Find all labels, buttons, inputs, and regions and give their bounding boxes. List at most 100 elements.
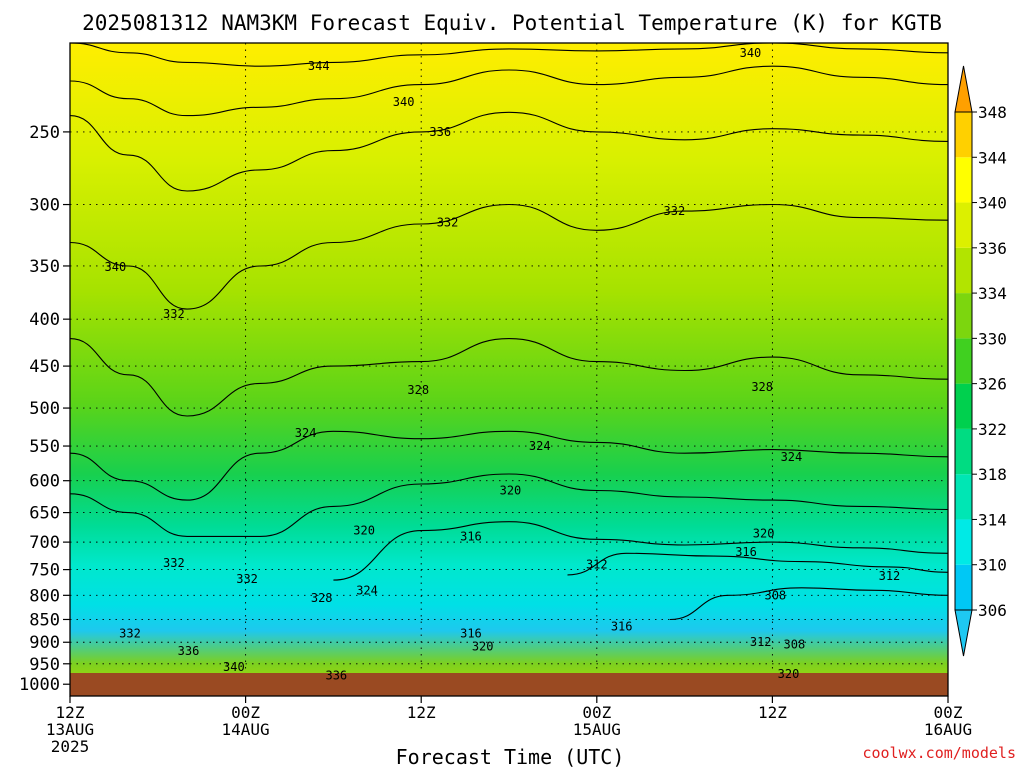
y-tick-label: 250	[29, 123, 60, 143]
contour-label: 312	[879, 569, 901, 583]
contour-label: 316	[735, 545, 757, 559]
colorbar-label: 336	[978, 239, 1007, 258]
contour-label: 324	[781, 450, 803, 464]
contour-label: 332	[236, 572, 258, 586]
colorbar: 306 310 314 318 322 326 330 334 336 340 344 348	[954, 65, 1007, 657]
y-tick-label: 650	[29, 504, 60, 524]
colorbar-segment	[955, 519, 972, 565]
isotherm-328	[70, 338, 948, 417]
colorbar-segment	[955, 247, 972, 294]
y-tick-label: 900	[29, 633, 60, 653]
y-tick-label: 750	[29, 561, 60, 581]
contour-label: 332	[163, 556, 185, 570]
colorbar-label: 318	[978, 465, 1007, 484]
contour-label: 320	[778, 667, 800, 681]
x-tick-label: 16AUG	[924, 720, 972, 739]
contour-labels: 344 340 340 336 332 332 340 332 328 328 324 324 324 3…	[105, 46, 901, 683]
colorbar-label: 310	[978, 556, 1007, 575]
contour-label: 316	[460, 529, 482, 543]
colorbar-label: 322	[978, 420, 1007, 439]
contour-label: 320	[753, 526, 775, 540]
isotherm-320	[70, 473, 948, 537]
colorbar-label: 314	[978, 510, 1007, 529]
contour-label: 332	[437, 216, 459, 230]
colorbar-segment	[955, 383, 972, 429]
isotherm-324	[70, 430, 948, 501]
y-tick-label: 950	[29, 655, 60, 675]
contour-label: 336	[429, 125, 451, 139]
x-tick-label: 15AUG	[573, 720, 621, 739]
y-tick-label: 800	[29, 586, 60, 606]
y-axis: 250 300 350 400 450 500 550 600 650 700 750 800 850 9…	[19, 123, 70, 695]
contour-label: 308	[784, 637, 806, 651]
ground-layer	[70, 673, 948, 696]
x-tick-label: 12Z	[758, 703, 787, 722]
chart-title: 2025081312 NAM3KM Forecast Equiv. Potent…	[82, 11, 942, 35]
colorbar-label: 348	[978, 103, 1007, 122]
contour-label: 328	[311, 591, 333, 605]
contour-label: 316	[611, 619, 633, 633]
x-tick-label: 13AUG	[46, 720, 94, 739]
colorbar-frame	[954, 111, 973, 611]
colorbar-segment	[955, 293, 972, 339]
contour-label: 328	[407, 383, 429, 397]
credit-text: coolwx.com/models	[862, 744, 1016, 762]
y-tick-label: 550	[29, 437, 60, 457]
x-tick-label: 14AUG	[222, 720, 270, 739]
contour-label: 340	[223, 660, 245, 674]
isotherm-332	[70, 203, 948, 310]
contour-label: 340	[393, 95, 415, 109]
contour-label: 320	[472, 640, 494, 654]
colorbar-segment	[955, 474, 972, 520]
contour-label: 336	[178, 644, 200, 658]
contour-label: 320	[353, 524, 375, 538]
y-tick-label: 600	[29, 472, 60, 492]
grid-lines	[70, 43, 948, 696]
colorbar-segment	[955, 338, 972, 384]
colorbar-label: 340	[978, 194, 1007, 213]
x-tick-label: 12Z	[407, 703, 436, 722]
isotherm-308	[669, 587, 948, 621]
contour-label: 340	[740, 46, 762, 60]
contour-label: 332	[163, 307, 185, 321]
y-tick-label: 300	[29, 196, 60, 216]
x-tick-label: 12Z	[56, 703, 85, 722]
y-tick-label: 850	[29, 610, 60, 630]
plot-frame	[69, 42, 949, 697]
colorbar-segment	[955, 112, 972, 158]
contour-label: 328	[751, 380, 773, 394]
x-tick-label: 00Z	[231, 703, 260, 722]
plot-field	[70, 43, 948, 696]
contour-label: 312	[750, 635, 772, 649]
contour-label: 332	[119, 626, 141, 640]
y-tick-label: 400	[29, 310, 60, 330]
x-tick-label: 2025	[51, 737, 90, 756]
colorbar-segment	[955, 564, 972, 610]
y-tick-label: 1000	[19, 675, 60, 695]
colorbar-label: 330	[978, 329, 1007, 348]
isotherm-340	[70, 65, 948, 117]
colorbar-label: 326	[978, 375, 1007, 394]
x-tick-label: 00Z	[934, 703, 963, 722]
contour-label: 320	[500, 484, 522, 498]
y-tick-label: 450	[29, 357, 60, 377]
contour-label: 324	[356, 583, 378, 597]
contour-label: 312	[586, 557, 608, 571]
isotherm-lines	[70, 43, 948, 621]
y-tick-label: 500	[29, 399, 60, 419]
contour-label: 340	[105, 260, 127, 274]
isotherm-312	[567, 552, 948, 576]
colorbar-max-arrow	[954, 65, 973, 113]
contour-label: 324	[529, 439, 551, 453]
contour-label: 336	[325, 668, 347, 682]
contour-label: 324	[295, 426, 317, 440]
contour-label: 308	[764, 588, 786, 602]
colorbar-label: 306	[978, 601, 1007, 620]
isotherm-336	[70, 111, 948, 192]
contour-label: 344	[308, 59, 330, 73]
x-tick-label: 00Z	[582, 703, 611, 722]
contour-label: 332	[664, 204, 686, 218]
contour-label: 316	[460, 626, 482, 640]
x-axis-label: Forecast Time (UTC)	[396, 745, 625, 768]
